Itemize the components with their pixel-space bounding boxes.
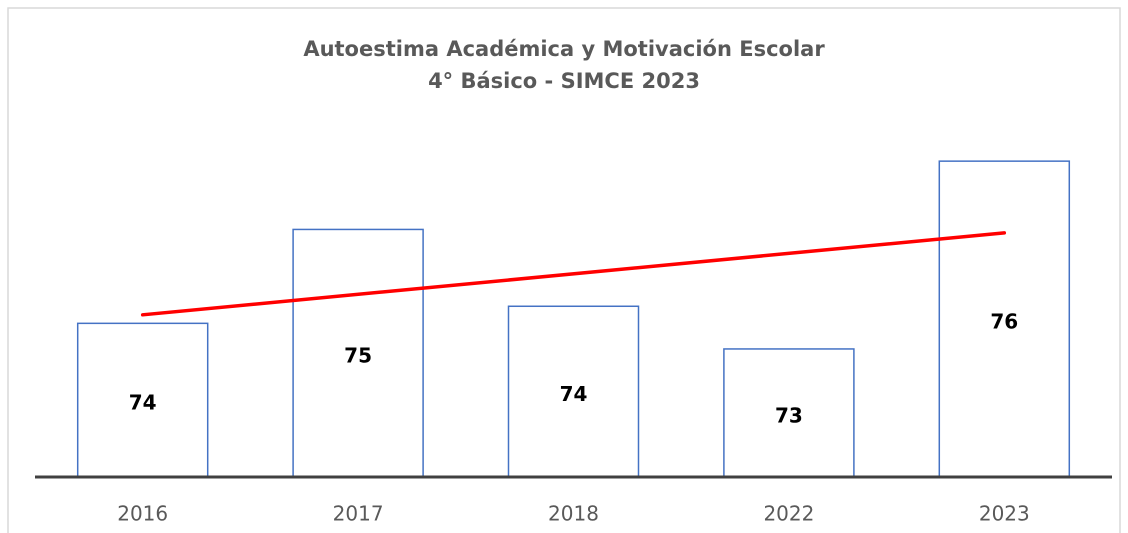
value-label: 74 <box>129 391 157 415</box>
trendline <box>140 231 1007 317</box>
bar <box>723 348 855 478</box>
chart-title: Autoestima Académica y Motivación Escola… <box>303 37 825 61</box>
x-tick-label: 2017 <box>333 502 384 526</box>
x-tick-label: 2022 <box>763 502 814 526</box>
chart-subtitle: 4° Básico - SIMCE 2023 <box>428 69 700 93</box>
chart-border <box>7 7 1121 533</box>
x-tick-label: 2018 <box>548 502 599 526</box>
value-label: 75 <box>344 344 372 368</box>
value-label: 74 <box>560 382 588 406</box>
x-tick-label: 2016 <box>117 502 168 526</box>
bar <box>938 160 1071 478</box>
value-label: 73 <box>775 403 803 427</box>
value-label: 76 <box>990 310 1018 334</box>
bar <box>292 228 424 478</box>
x-tick-label: 2023 <box>979 502 1030 526</box>
